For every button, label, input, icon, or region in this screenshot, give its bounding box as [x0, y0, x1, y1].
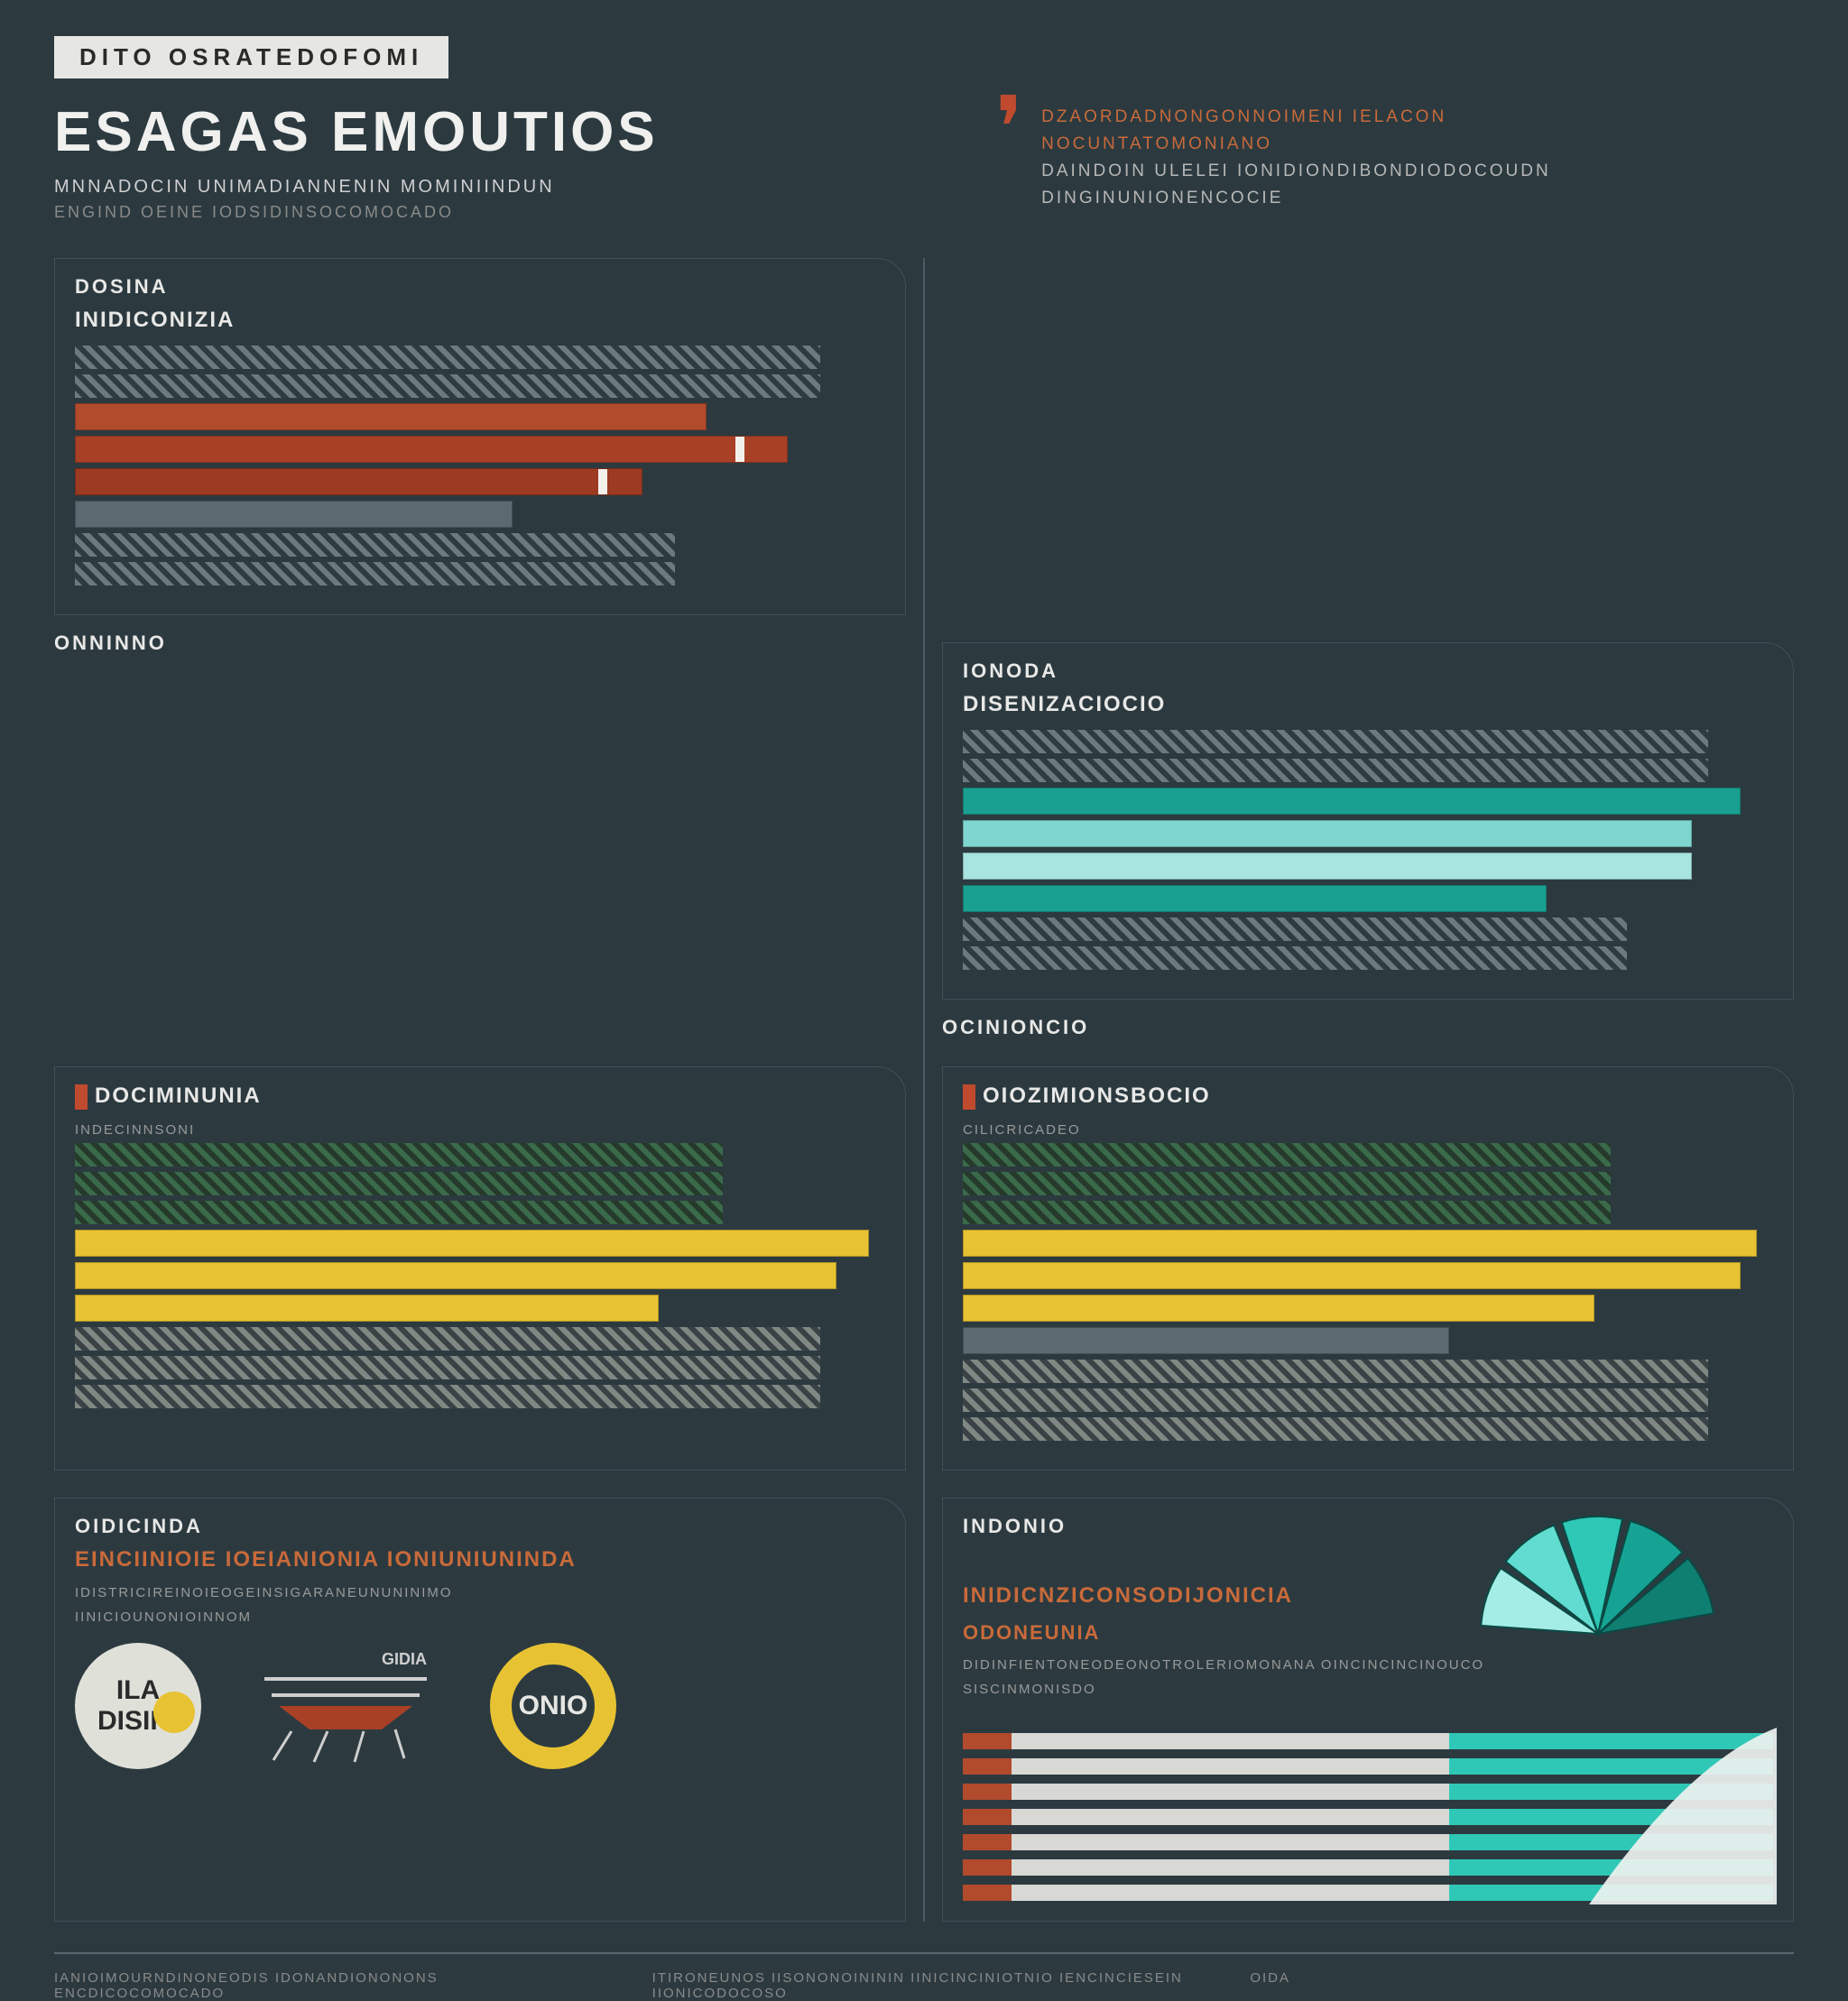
page-subtitle-1: MNNADOCIN UNIMADIANNENIN MOMINIINDUN: [54, 177, 941, 198]
bar: [963, 1201, 1611, 1224]
panel: DOSINA INIDICONIZIA: [54, 258, 906, 615]
panel: OIOZIMIONSBOCIO CILICRICADEO: [942, 1066, 1794, 1471]
page-subtitle-2: ENGIND OEINE IODSIDINSOCOMOCADO: [54, 203, 941, 222]
panel-body-line: DIDINFIENTONEODEONOTROLERIOMONANA OINCIN…: [963, 1657, 1773, 1673]
stripe-chart: [963, 1733, 1773, 1901]
bar: [963, 820, 1692, 847]
panel-kicker: DOSINA: [75, 275, 885, 299]
svg-text:GIDIA: GIDIA: [382, 1650, 427, 1668]
footer-col: ITIRONEUNOS IISONONOINININ IINICINCINIOT…: [652, 1970, 1197, 2001]
bar: [963, 885, 1547, 912]
panel-tiny: INDECINNSONI: [75, 1122, 885, 1138]
bar: [963, 759, 1708, 782]
bar: [75, 1327, 820, 1351]
panel: IONODA DISENIZACIOCIO: [942, 642, 1794, 1000]
bar: [963, 730, 1708, 753]
header-tag: DITO OSRATEDOFOMI: [54, 36, 448, 78]
page-title: ESAGAS EMOUTIOS: [54, 100, 941, 164]
panel: OIDICINDA EINCIINIOIE IOEIANIONIA IONIUNI…: [54, 1498, 906, 1922]
bar: [963, 788, 1741, 815]
bar: [963, 1360, 1708, 1383]
quote-line: NOCUNTATOMONIANO: [1041, 134, 1551, 154]
bar: [75, 1356, 820, 1379]
footer-col: OIDA: [1250, 1970, 1794, 2001]
quote-line: DZAORDADNONGONNOIMENI IELACON: [1041, 107, 1551, 127]
accent-tab-icon: [75, 1084, 88, 1110]
quote-line: DINGINUNIONENCOCIE: [1041, 189, 1551, 208]
panel-kicker: OIDICINDA: [75, 1515, 885, 1538]
vertical-divider: [923, 258, 925, 1922]
bar: [963, 1417, 1708, 1441]
panel-headline: EINCIINIOIE IOEIANIONIA IONIUNIUNINDA: [75, 1547, 885, 1572]
quote-mark-icon: ❜: [995, 107, 1023, 222]
bar: [75, 468, 642, 495]
header-quote: ❜ DZAORDADNONGONNOIMENI IELACON NOCUNTATO…: [995, 100, 1794, 222]
bar: [75, 1262, 836, 1289]
bar: [963, 1230, 1757, 1257]
bar: [75, 1385, 820, 1408]
panel-subtitle: INIDICONIZIA: [75, 308, 885, 333]
donut-badge: ONIO: [490, 1643, 616, 1769]
fan-chart: [1427, 1509, 1769, 1636]
panel-body-line: IINICIOUNONIOINNOM: [75, 1609, 885, 1625]
bar: [75, 1143, 723, 1166]
panel-grid: DOSINA INIDICONIZIA ONNINNO IONODA DISENIZAC…: [54, 258, 1794, 1922]
bar: [963, 1143, 1611, 1166]
bar: [75, 1230, 869, 1257]
panel-subtitle: DISENIZACIOCIO: [963, 692, 1773, 717]
bar: [963, 918, 1627, 941]
bar: [75, 436, 788, 463]
boat-icon: GIDIA: [246, 1643, 445, 1769]
bar: [963, 1388, 1708, 1412]
accent-tab-icon: [963, 1084, 975, 1110]
sail-icon: [1580, 1726, 1779, 1906]
panel-body-line: IDISTRICIREINOIEOGEINSIGARANEUNUNINIMO: [75, 1585, 885, 1600]
bar: [963, 853, 1692, 880]
header-row: ESAGAS EMOUTIOS MNNADOCIN UNIMADIANNENIN…: [54, 100, 1794, 222]
bar-group: [963, 1143, 1773, 1441]
bar-group: [963, 730, 1773, 970]
panel-subtitle: OIOZIMIONSBOCIO: [963, 1083, 1773, 1110]
bar: [75, 1201, 723, 1224]
panel: INDONIOINIDICNZICONSODIJONICIAODONEUNIAD…: [942, 1498, 1794, 1922]
footer-col: IANIOIMOURNDINONEODIS IDONANDIONONONS EN…: [54, 1970, 598, 2001]
footer: IANIOIMOURNDINONEODIS IDONANDIONONONS EN…: [54, 1952, 1794, 2001]
bar: [963, 946, 1627, 970]
bar: [75, 533, 675, 557]
badge-row: ILADISIIO GIDIA ONIO: [75, 1643, 885, 1769]
bar: [75, 1172, 723, 1195]
panel-tiny: CILICRICADEO: [963, 1122, 1773, 1138]
panel-outside-label: ONNINNO: [54, 632, 906, 1000]
bar: [75, 501, 513, 528]
bar-group: [75, 346, 885, 586]
bar: [75, 346, 820, 369]
panel-kicker: IONODA: [963, 659, 1773, 683]
bar: [963, 1172, 1611, 1195]
bar: [75, 562, 675, 586]
panel: DOCIMINUNIA INDECINNSONI: [54, 1066, 906, 1471]
bar: [75, 403, 707, 430]
bar: [963, 1327, 1449, 1354]
bar: [75, 374, 820, 398]
bar: [963, 1295, 1594, 1322]
panel-outside-label: OCINIONCIO: [942, 1016, 1794, 1039]
bar-group: [75, 1143, 885, 1408]
panel-body-line: SISCINMONISDO: [963, 1682, 1773, 1697]
bar: [963, 1262, 1741, 1289]
circle-badge: ILADISIIO: [75, 1643, 201, 1769]
panel-subtitle: DOCIMINUNIA: [75, 1083, 885, 1110]
bar: [75, 1295, 659, 1322]
quote-line: DAINDOIN ULELEI IONIDIONDIBONDIODOCOUDN: [1041, 161, 1551, 181]
